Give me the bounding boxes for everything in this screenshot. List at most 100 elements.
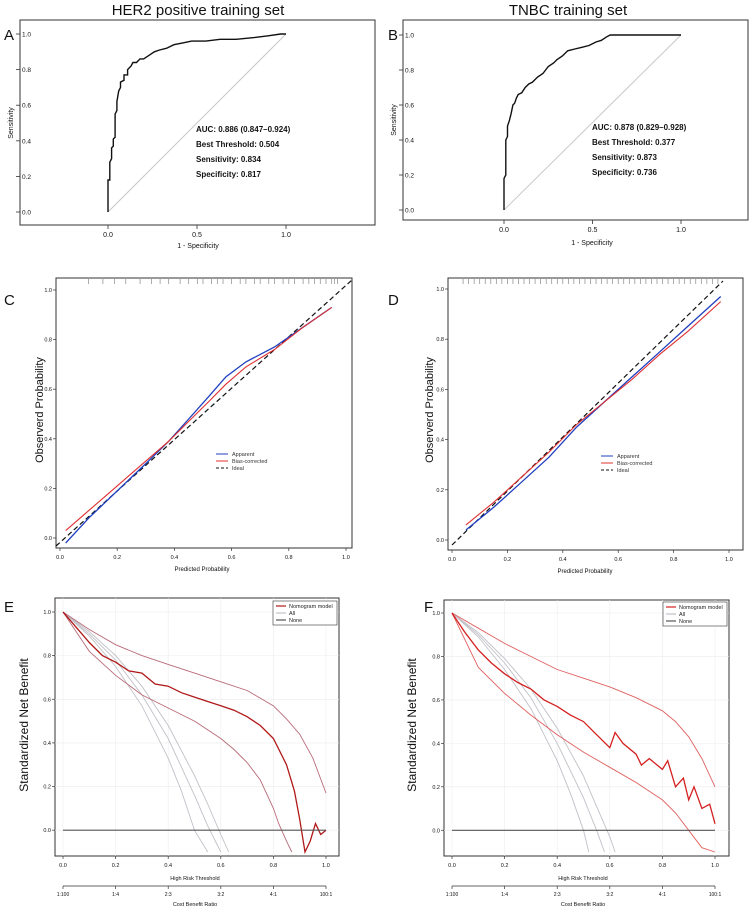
panel-b-sensitivity-label: Sensitivity: 0.873 — [592, 153, 657, 162]
panel-b-xtick-label: 1.0 — [676, 227, 686, 234]
panel-a-xtick-label: 0.0 — [103, 232, 113, 239]
panel-a-ytick-label: 0.4 — [22, 138, 31, 145]
panel-f-grid — [444, 600, 729, 856]
panel-d-bias-corrected-curve — [465, 301, 722, 526]
panel-b-title: TNBC training set — [509, 2, 628, 19]
panel-e-legend: Nomogram model All None — [272, 600, 338, 626]
panel-e-ytick-label: 0.6 — [43, 697, 51, 703]
panel-c-xtick-label: 0.4 — [171, 555, 179, 561]
panel-c-legend-apparent: Apparent — [232, 452, 255, 458]
panel-c-rug — [88, 279, 338, 284]
panel-d-ytick-label: 0.2 — [436, 488, 444, 494]
panel-f-all-curve — [451, 612, 616, 853]
panel-f: F 0.0 0.2 0.4 0.6 0.8 1.0 1:100 1:4 2:3 3:2 4:1 100… — [405, 599, 730, 908]
panel-f-letter: F — [424, 599, 433, 616]
panel-c-legend-bias: Bias-corrected — [232, 459, 267, 465]
panel-b-xtick-label: 0.5 — [588, 227, 598, 234]
panel-f-ytick-label: 0.2 — [432, 785, 440, 791]
panel-e-xtick-label: 1.0 — [322, 863, 330, 869]
panel-a-title: HER2 positive training set — [112, 2, 285, 19]
panel-c-xtick-label: 0.2 — [113, 555, 121, 561]
panel-f-cost-tick-label: 4:1 — [659, 892, 666, 898]
panel-c-bias-corrected-curve — [65, 306, 333, 532]
panel-f-nomogram-curve — [451, 612, 716, 824]
panel-e-cost-tick-label: 1:100 — [57, 892, 70, 898]
panel-e-ytick-label: 0.8 — [43, 654, 51, 660]
panel-b-ytick-label: 0.8 — [405, 68, 414, 75]
panel-b-reference-line — [503, 34, 682, 211]
panel-a-ylabel: Sensitivity — [8, 107, 15, 139]
panel-e-ytick-label: 0.2 — [43, 785, 51, 791]
panel-a-frame — [19, 19, 376, 226]
panel-c-xlabel: Predicted Probability — [174, 567, 229, 573]
panel-f-ticks: 0.0 0.2 0.4 0.6 0.8 1.0 1:100 1:4 2:3 3:2 4:1 100:1… — [432, 611, 721, 898]
panel-d-legend-apparent: Apparent — [617, 454, 640, 460]
panel-c-xtick-label: 0.8 — [285, 555, 293, 561]
panel-e-xlabel: High Risk Threshold — [170, 876, 219, 882]
panel-f-all-curve — [451, 612, 590, 853]
panel-e-nomogram-curve — [62, 611, 327, 855]
panel-f-x2label: Cost Benefit Ratio — [561, 902, 605, 908]
panel-b-auc-label: AUC: 0.878 (0.829–0.928) — [592, 123, 687, 132]
panel-e-ytick-label: 1.0 — [43, 610, 51, 616]
panel-e-legend-all: All — [289, 611, 295, 617]
panel-e-cost-tick-label: 3:2 — [217, 892, 224, 898]
panel-a-ytick-label: 1.0 — [22, 32, 31, 39]
panel-f-legend-all: All — [679, 612, 685, 618]
panel-b-ytick-label: 0.0 — [405, 208, 414, 215]
panel-a-ytick-label: 0.0 — [22, 210, 31, 217]
panel-f-xtick-label: 0.8 — [659, 863, 667, 869]
panel-c-ylabel: Observerd Probability — [34, 357, 46, 463]
panel-c-ytick-label: 0.2 — [44, 486, 52, 492]
panel-a-ticks: 0.0 0.5 1.0 0.0 0.2 0.4 0.6 0.8 1.0 — [16, 32, 291, 239]
panel-d: D 0.0 0.2 0.4 0.6 0.8 1.0 0.0 0.2 0.4 0.6 0.8 1.0 A… — [388, 277, 744, 575]
panel-b-xlabel: 1 - Specificity — [571, 240, 613, 247]
panel-f-cost-tick-label: 2:3 — [554, 892, 561, 898]
panel-f-ytick-label: 0.8 — [432, 654, 440, 660]
panel-e-cost-tick-label: 100:1 — [320, 892, 333, 898]
panel-a-xlabel: 1 - Specificity — [177, 243, 219, 250]
panel-e-cost-tick-label: 4:1 — [270, 892, 277, 898]
panel-c-ticks: 0.0 0.2 0.4 0.6 0.8 1.0 0.0 0.2 0.4 0.6 0.8 1.0 — [44, 288, 349, 561]
panel-e-ytick-label: 0.0 — [43, 828, 51, 834]
panel-e-curves — [62, 611, 327, 855]
panel-a-reference-line — [107, 33, 287, 213]
panel-e-ylabel: Standardized Net Benefit — [17, 658, 31, 792]
panel-c-ytick-label: 0.8 — [44, 338, 52, 344]
panel-d-xtick-label: 0.4 — [559, 557, 567, 563]
panel-c-letter: C — [4, 292, 15, 309]
panel-b-ytick-label: 0.4 — [405, 138, 414, 145]
panel-b-xtick-label: 0.0 — [499, 227, 509, 234]
panel-d-xtick-label: 0.8 — [670, 557, 678, 563]
panel-c-ytick-label: 0.6 — [44, 387, 52, 393]
panel-d-legend: Apparent Bias-corrected Ideal — [601, 454, 652, 474]
panel-a-xtick-label: 1.0 — [281, 232, 291, 239]
panel-b-ylabel: Sensitivity — [391, 104, 398, 136]
panel-d-xtick-label: 0.0 — [448, 557, 456, 563]
panel-d-ylabel: Observerd Probability — [424, 357, 436, 463]
panel-c-ytick-label: 1.0 — [44, 288, 52, 294]
panel-b-threshold-label: Best Threshold: 0.377 — [592, 138, 676, 147]
panel-e-xtick-label: 0.6 — [217, 863, 225, 869]
panel-f-nomogram-upper-ci — [451, 612, 716, 787]
panel-f-legend-none: None — [679, 619, 692, 625]
panel-f-ytick-label: 0.6 — [432, 698, 440, 704]
panel-c-xtick-label: 0.6 — [228, 555, 236, 561]
panel-f-ytick-label: 0.4 — [432, 741, 440, 747]
panel-f-ytick-label: 1.0 — [432, 611, 440, 617]
panel-d-xtick-label: 0.6 — [614, 557, 622, 563]
panel-d-rug — [462, 279, 719, 284]
panel-f-curves — [451, 612, 716, 853]
panel-d-apparent-curve — [465, 296, 722, 531]
panel-e-xtick-label: 0.4 — [164, 863, 172, 869]
panel-f-ytick-label: 0.0 — [432, 828, 440, 834]
panel-b-letter: B — [388, 27, 398, 44]
panel-e-all-curve — [62, 611, 222, 853]
panel-a-ytick-label: 0.8 — [22, 67, 31, 74]
panel-e-grid — [55, 598, 339, 856]
panel-e-cost-tick-label: 1:4 — [112, 892, 119, 898]
panel-e-cost-tick-label: 2:3 — [165, 892, 172, 898]
panel-b-specificity-label: Specificity: 0.736 — [592, 168, 657, 177]
panel-d-xtick-label: 0.2 — [504, 557, 512, 563]
panel-a: HER2 positive training set A 0.0 0.5 1.00.… — [4, 2, 376, 250]
